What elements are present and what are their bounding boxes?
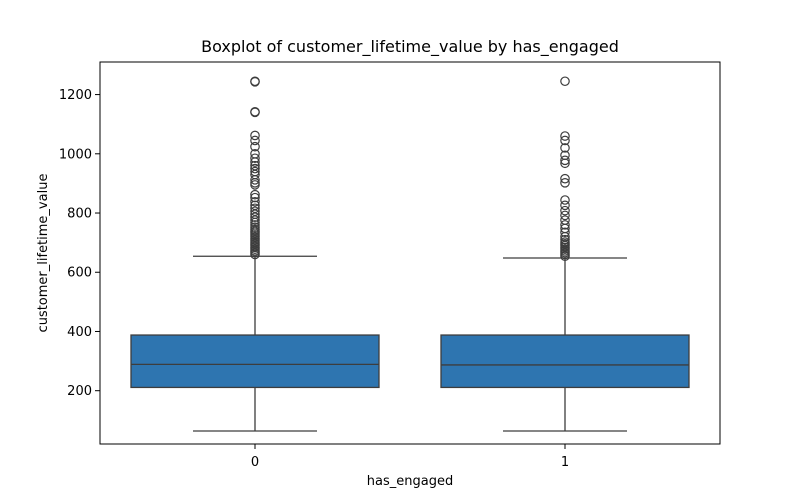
y-tick-label: 800: [67, 207, 92, 222]
outlier-point: [560, 76, 570, 87]
box-group-1: [440, 76, 690, 432]
chart-title: Boxplot of customer_lifetime_value by ha…: [201, 37, 619, 57]
outlier-point: [560, 200, 570, 211]
outlier-point: [250, 153, 260, 164]
outlier-point: [560, 215, 570, 225]
y-tick-label: 200: [67, 384, 92, 399]
outlier-point: [560, 205, 570, 216]
y-tick-label: 600: [67, 266, 92, 281]
y-tick-label: 1000: [59, 147, 92, 162]
x-axis-label: has_engaged: [367, 474, 453, 489]
outlier-point: [250, 203, 260, 214]
outlier-point: [250, 222, 260, 233]
box-group-0: [130, 76, 380, 432]
y-tick-label: 1200: [59, 88, 92, 103]
outlier-point: [560, 150, 570, 161]
outlier-point: [250, 206, 260, 217]
outlier-point: [250, 148, 260, 159]
outlier-point: [250, 192, 260, 203]
outlier-point: [250, 135, 260, 146]
outlier-point: [250, 76, 260, 87]
plot-area: 200 400 600 800 1000 1200 0 1: [59, 61, 721, 470]
outlier-point: [560, 234, 570, 245]
outlier-point: [560, 131, 570, 141]
outlier-point: [560, 143, 570, 153]
outlier-point: [250, 141, 260, 152]
outlier-point: [560, 210, 570, 221]
outlier-point: [250, 220, 260, 230]
outlier-point: [250, 130, 260, 141]
outlier-point: [250, 189, 260, 200]
outlier-point: [250, 166, 260, 177]
box-iqr: [440, 334, 690, 389]
outlier-point: [560, 220, 570, 230]
outlier-point: [560, 173, 570, 184]
x-tick-label: 1: [561, 455, 569, 470]
outlier-point: [560, 237, 570, 247]
outlier-point: [250, 163, 260, 174]
box-iqr: [130, 334, 380, 389]
outlier-point: [250, 224, 260, 235]
outlier-point: [560, 155, 570, 166]
outlier-point: [250, 160, 260, 171]
x-tick-label: 0: [251, 455, 259, 470]
outlier-point: [250, 106, 260, 117]
plot-frame: [99, 61, 721, 445]
outlier-point: [560, 227, 570, 238]
y-axis-label: customer_lifetime_value: [36, 174, 51, 333]
y-tick-label: 400: [67, 325, 92, 340]
outlier-point: [250, 196, 260, 207]
outlier-point: [250, 200, 260, 211]
outlier-point: [560, 178, 570, 188]
outlier-point: [560, 195, 570, 205]
outlier-point: [560, 135, 570, 146]
